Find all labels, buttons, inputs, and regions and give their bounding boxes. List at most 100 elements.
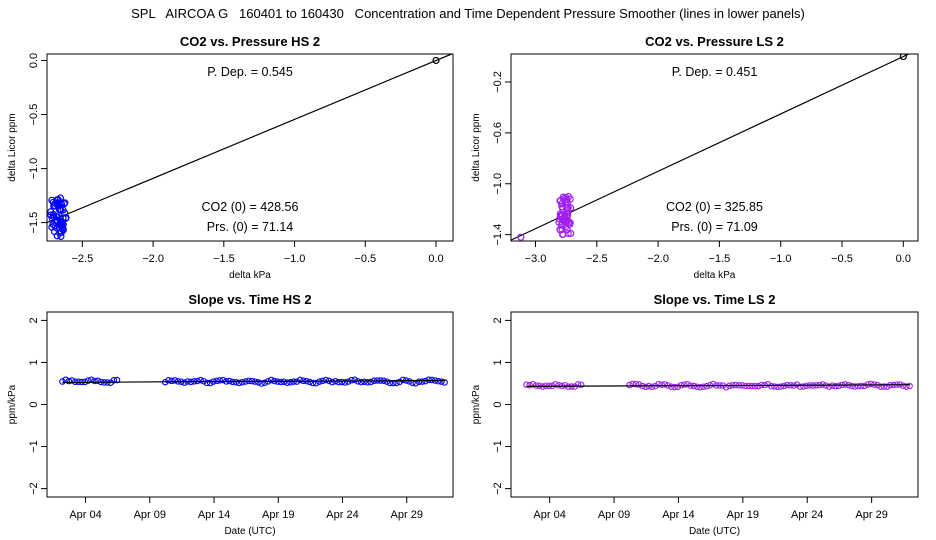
x-tick-label: −2.5 <box>72 253 94 265</box>
smoother-line <box>62 379 446 384</box>
x-tick-label: −0.5 <box>354 253 376 265</box>
data-point <box>255 379 262 386</box>
data-point <box>364 379 371 386</box>
data-point <box>697 383 704 391</box>
data-point <box>854 382 862 390</box>
y-tick-label: −2 <box>492 482 504 495</box>
data-point <box>566 220 574 228</box>
plot-frame <box>510 311 919 498</box>
data-point <box>771 383 778 390</box>
panel-title: CO2 vs. Pressure LS 2 <box>645 34 784 49</box>
data-point <box>428 376 436 384</box>
data-point <box>168 377 175 385</box>
x-tick-label: Apr 29 <box>855 509 887 521</box>
data-point <box>523 381 530 388</box>
data-point <box>425 376 432 383</box>
panel-title: Slope vs. Time LS 2 <box>654 292 776 307</box>
data-point <box>574 381 582 388</box>
data-point <box>434 377 442 385</box>
data-point <box>383 378 391 385</box>
data-point <box>181 379 188 386</box>
y-tick-label: −2 <box>28 482 40 495</box>
data-point <box>84 377 92 384</box>
y-tick-label: −1 <box>492 440 504 453</box>
data-point <box>57 221 65 229</box>
data-point <box>203 379 211 387</box>
data-point <box>777 383 785 390</box>
data-point <box>367 378 375 386</box>
data-point <box>899 382 907 390</box>
data-point <box>861 382 868 390</box>
co2-zero-annotation: CO2 (0) = 325.85 <box>666 200 763 214</box>
data-point <box>72 378 79 386</box>
data-point <box>322 376 330 384</box>
y-tick-label: 2 <box>492 317 504 323</box>
y-tick-label: 0.0 <box>28 53 40 68</box>
origin-point <box>899 54 907 61</box>
data-point <box>206 379 214 387</box>
data-point <box>629 380 636 388</box>
p-dep-annotation: P. Dep. = 0.545 <box>207 65 293 79</box>
data-point <box>556 212 565 220</box>
data-point <box>563 207 571 215</box>
data-point <box>877 383 884 390</box>
data-point <box>906 382 913 390</box>
data-point <box>642 383 649 391</box>
co2-zero-annotation: CO2 (0) = 428.56 <box>202 200 299 214</box>
data-point <box>564 229 572 238</box>
data-point <box>626 381 633 389</box>
data-point <box>848 382 855 390</box>
data-layer <box>47 54 453 241</box>
y-tick-label: 2 <box>28 317 40 323</box>
origin-point <box>432 56 440 65</box>
data-point <box>59 378 66 385</box>
data-point <box>306 378 313 386</box>
data-point <box>867 380 875 388</box>
data-point <box>668 383 675 390</box>
data-layer <box>523 380 913 391</box>
y-tick-label: −0.5 <box>28 104 40 126</box>
data-point <box>68 377 76 384</box>
data-point <box>517 233 525 241</box>
x-tick-label: −3.0 <box>525 253 547 265</box>
data-point <box>577 381 585 388</box>
fit-line <box>511 54 911 241</box>
data-point <box>800 383 807 390</box>
data-point <box>658 381 665 388</box>
data-point <box>903 383 910 390</box>
x-tick-label: −1.0 <box>284 253 306 265</box>
data-point <box>309 379 317 387</box>
panel-hs-scatter: CO2 vs. Pressure HS 2 delta kPa delta Lico… <box>7 34 454 281</box>
data-point <box>216 377 224 384</box>
data-point <box>709 380 717 388</box>
data-point <box>277 378 285 386</box>
data-point <box>287 378 294 386</box>
data-point <box>635 381 643 388</box>
prs-zero-annotation: Prs. (0) = 71.14 <box>207 220 294 234</box>
data-point <box>661 381 669 388</box>
data-point <box>441 379 448 386</box>
data-point <box>764 381 772 388</box>
data-point <box>655 380 662 388</box>
data-layer <box>59 376 448 387</box>
data-point <box>338 378 346 386</box>
data-point <box>552 381 559 388</box>
y-axis-label: ppm/kPa <box>7 384 18 424</box>
panel-ls-scatter: CO2 vs. Pressure LS 2 delta kPa delta Lico… <box>471 34 919 281</box>
data-point <box>328 378 336 386</box>
data-point <box>235 379 243 387</box>
data-point <box>722 384 730 391</box>
x-tick-label: −1.5 <box>213 253 235 265</box>
data-point <box>555 382 562 389</box>
data-point <box>674 383 682 391</box>
data-point <box>819 381 826 388</box>
x-tick-label: Apr 24 <box>791 509 823 521</box>
x-tick-label: Apr 04 <box>69 509 101 521</box>
data-point <box>239 378 246 386</box>
data-point <box>232 378 240 386</box>
data-point <box>75 378 82 386</box>
x-tick-label: −0.5 <box>831 253 853 265</box>
x-axis-label: delta kPa <box>694 270 736 281</box>
data-point <box>880 383 888 390</box>
